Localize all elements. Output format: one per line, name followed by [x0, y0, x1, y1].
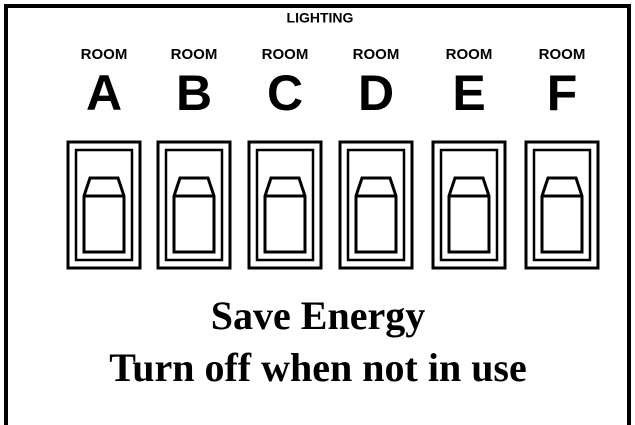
switch-plate: [158, 142, 230, 268]
room-letter: E: [452, 65, 485, 121]
room-letter: F: [547, 65, 578, 121]
room-letter: A: [86, 65, 122, 121]
room-letter: B: [176, 65, 212, 121]
switch-toggle: [84, 178, 124, 252]
switch-plate: [433, 142, 505, 268]
footer-line: Turn off when not in use: [109, 345, 527, 390]
switch-plate: [249, 142, 321, 268]
switch-panel: LIGHTING Save Energy Turn off when not i…: [0, 0, 635, 425]
room-label: ROOM: [353, 46, 400, 63]
switch-plate: [526, 142, 598, 268]
switch-toggle: [265, 178, 305, 252]
room-label: ROOM: [81, 46, 128, 63]
room-label: ROOM: [446, 46, 493, 63]
panel-title: LIGHTING: [287, 10, 354, 26]
switch-toggle: [449, 178, 489, 252]
switch-toggle: [174, 178, 214, 252]
room-label: ROOM: [262, 46, 309, 63]
footer-line: Save Energy: [211, 293, 425, 338]
room-label: ROOM: [539, 46, 586, 63]
room-letter: D: [358, 65, 394, 121]
room-letter: C: [267, 65, 303, 121]
switch-toggle: [542, 178, 582, 252]
switch-toggle: [356, 178, 396, 252]
switch-plate: [340, 142, 412, 268]
room-label: ROOM: [171, 46, 218, 63]
switch-plate: [68, 142, 140, 268]
